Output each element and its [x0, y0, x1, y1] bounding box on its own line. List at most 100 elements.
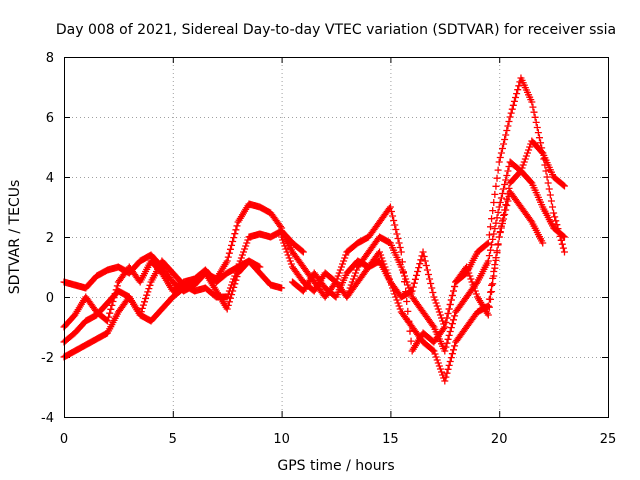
- data-point: [495, 233, 503, 241]
- data-point: [494, 166, 502, 174]
- data-point: [434, 359, 442, 367]
- data-point: [520, 158, 528, 166]
- data-point: [105, 313, 113, 321]
- data-point: [496, 199, 504, 206]
- data-point: [407, 337, 415, 345]
- data-point: [441, 377, 449, 385]
- data-point: [409, 283, 417, 291]
- data-point: [426, 275, 434, 283]
- data-point: [486, 295, 494, 303]
- data-point: [414, 268, 422, 275]
- data-point: [444, 335, 452, 343]
- data-point: [223, 293, 231, 301]
- data-point: [397, 248, 405, 256]
- data-point: [391, 221, 399, 229]
- data-point: [427, 280, 435, 287]
- data-point: [397, 263, 405, 271]
- data-point: [527, 178, 535, 186]
- data-point: [534, 129, 542, 137]
- y-tick-label: 8: [46, 51, 54, 66]
- data-point: [500, 140, 508, 148]
- data-point: [439, 317, 447, 325]
- data-point: [340, 257, 348, 265]
- x-tick-label: 5: [169, 432, 177, 447]
- data-point: [224, 301, 232, 309]
- data-point: [553, 221, 561, 229]
- data-point: [223, 305, 231, 313]
- data-point: [490, 199, 498, 206]
- data-point: [484, 257, 492, 265]
- data-point: [231, 230, 239, 238]
- data-point: [403, 298, 411, 305]
- data-point: [339, 260, 347, 268]
- data-point: [518, 164, 526, 172]
- data-point: [431, 296, 439, 304]
- data-point: [243, 239, 251, 247]
- data-point: [138, 304, 146, 312]
- data-point: [549, 203, 557, 211]
- data-point: [447, 354, 455, 362]
- data-point: [555, 229, 563, 236]
- data-point: [445, 305, 453, 313]
- data-point: [229, 287, 237, 295]
- data-point: [285, 254, 293, 262]
- data-point: [441, 323, 449, 331]
- data-point: [485, 252, 493, 260]
- data-point: [448, 292, 456, 299]
- data-point: [436, 365, 444, 373]
- data-point: [500, 215, 508, 223]
- data-point: [490, 272, 498, 280]
- data-point: [496, 229, 504, 236]
- data-point: [504, 122, 512, 130]
- data-point: [547, 197, 555, 205]
- data-point: [467, 275, 475, 283]
- data-point: [226, 245, 234, 253]
- data-point: [444, 310, 452, 317]
- data-point: [432, 299, 440, 307]
- data-point: [420, 253, 428, 260]
- series-track-8: [343, 188, 547, 331]
- data-point: [447, 296, 455, 304]
- data-point: [394, 235, 402, 242]
- data-point: [404, 281, 412, 289]
- y-tick-label: -4: [41, 411, 54, 426]
- data-point: [352, 269, 360, 277]
- data-point: [503, 172, 511, 179]
- data-point: [335, 269, 343, 277]
- series-track-4: [60, 257, 264, 346]
- data-point: [395, 239, 403, 247]
- data-point: [438, 368, 446, 376]
- data-point: [488, 241, 496, 249]
- data-point: [396, 244, 404, 251]
- data-point: [334, 272, 342, 280]
- data-point: [560, 182, 568, 190]
- y-tick-label: 4: [46, 171, 54, 186]
- data-point: [445, 331, 453, 339]
- data-point: [408, 287, 416, 295]
- data-point: [144, 288, 152, 296]
- data-point: [506, 113, 514, 121]
- data-point: [488, 288, 496, 296]
- data-point: [108, 301, 116, 309]
- gridlines: [64, 57, 608, 417]
- data-point: [225, 298, 233, 306]
- data-point: [143, 291, 151, 299]
- data-point: [430, 293, 438, 301]
- series-track-1: [60, 200, 286, 295]
- data-point: [526, 143, 534, 151]
- data-point: [552, 217, 560, 225]
- data-point: [504, 197, 512, 205]
- data-point: [450, 346, 458, 354]
- axis-ticks: 0 5 10 15 20 25 -4 -2 0 2 4 6 8: [41, 51, 616, 447]
- y-tick-label: 0: [46, 291, 54, 306]
- data-point: [398, 266, 406, 274]
- data-point: [521, 155, 529, 163]
- data-point: [237, 254, 245, 262]
- data-point: [429, 322, 437, 329]
- data-point: [225, 249, 233, 257]
- data-point: [516, 168, 524, 176]
- data-point: [551, 213, 559, 221]
- data-point: [428, 284, 436, 292]
- data-point: [525, 146, 533, 154]
- data-point: [141, 298, 149, 306]
